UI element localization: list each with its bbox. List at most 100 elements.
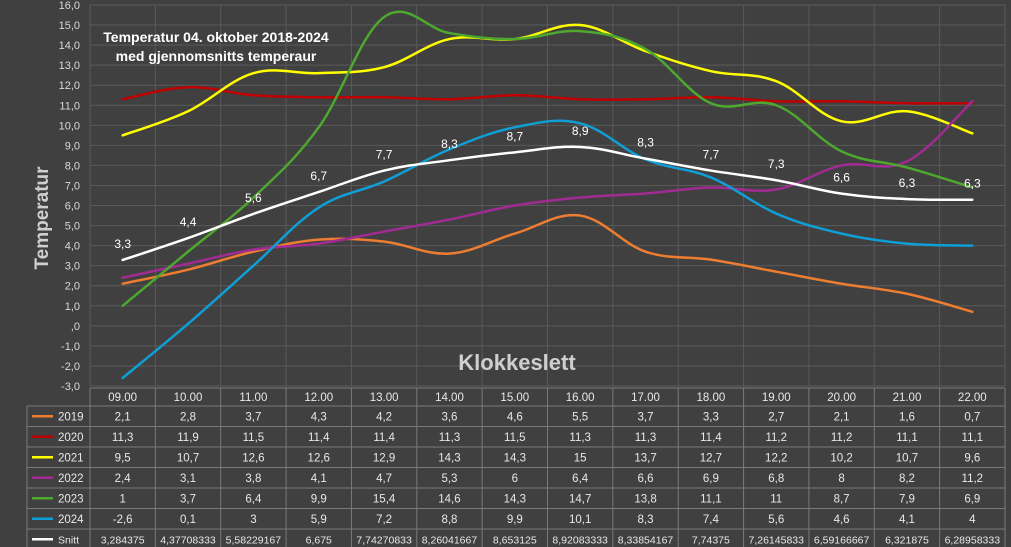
series-line-snitt bbox=[121, 145, 974, 262]
series-line-2024 bbox=[121, 119, 974, 380]
data-table: 09.00 10.00 11.00 12.00 13.00 14.00 15.00 16.00… bbox=[26, 387, 1006, 547]
table-cell: 11,3 bbox=[635, 432, 657, 444]
x-tick-label: 11.00 bbox=[239, 392, 267, 404]
table-cell: 12,2 bbox=[765, 452, 787, 464]
series-line-2023 bbox=[121, 10, 974, 308]
y-tick-label: 13,0 bbox=[59, 60, 80, 72]
table-cell: 7,74270833 bbox=[356, 534, 412, 546]
table-cell: 7,2 bbox=[376, 514, 392, 526]
legend-label: 2021 bbox=[58, 452, 84, 464]
x-tick-label: 09.00 bbox=[108, 392, 137, 404]
table-cell: 3,8 bbox=[245, 473, 261, 485]
y-tick-label: 15,0 bbox=[59, 20, 80, 32]
y-tick-label: -2,0 bbox=[61, 361, 80, 373]
table-cell: 14,6 bbox=[438, 493, 460, 505]
y-tick-label: ,0 bbox=[71, 321, 80, 333]
gridlines bbox=[89, 4, 1006, 387]
x-tick-label: 14.00 bbox=[435, 392, 464, 404]
x-tick-label: 13.00 bbox=[370, 392, 399, 404]
x-tick-label: 20.00 bbox=[827, 392, 856, 404]
table-cell: 9,9 bbox=[311, 493, 327, 505]
table-cell: 2,8 bbox=[180, 411, 196, 423]
table-cell: 11 bbox=[770, 493, 782, 505]
y-tick-label: 2,0 bbox=[65, 281, 80, 293]
table-cell: 3,284375 bbox=[101, 534, 145, 546]
avg-data-label: 7,3 bbox=[768, 157, 785, 171]
table-cell: 6,9 bbox=[703, 473, 719, 485]
y-tick-label: 14,0 bbox=[59, 40, 80, 52]
table-cell: 11,3 bbox=[439, 432, 461, 444]
y-tick-label: 6,0 bbox=[65, 201, 80, 213]
table-cell: 6,4 bbox=[245, 493, 262, 505]
x-tick-label: 19.00 bbox=[762, 392, 791, 404]
table-cell: 6,6 bbox=[638, 473, 654, 485]
table-cell: 3,1 bbox=[180, 473, 196, 485]
y-tick-label: 11,0 bbox=[59, 100, 80, 112]
table-cell: 15 bbox=[574, 452, 587, 464]
y-tick-label: 5,0 bbox=[65, 221, 80, 233]
avg-data-label: 6,6 bbox=[833, 171, 850, 185]
table-cell: 12,6 bbox=[242, 452, 264, 464]
table-cell: 11,9 bbox=[177, 432, 199, 444]
y-tick-label: -3,0 bbox=[61, 381, 80, 393]
table-cell: 8,33854167 bbox=[618, 534, 674, 546]
table-cell: 14,7 bbox=[569, 493, 591, 505]
table-cell: 9,6 bbox=[964, 452, 980, 464]
table-cell: 8,3 bbox=[638, 514, 654, 526]
table-cell: 8,2 bbox=[899, 473, 915, 485]
table-cell: 4,3 bbox=[311, 411, 327, 423]
table-cell: 4,6 bbox=[834, 514, 850, 526]
avg-data-label: 5,6 bbox=[245, 191, 262, 205]
table-cell: 10,2 bbox=[830, 452, 852, 464]
table-cell: 8,92083333 bbox=[552, 534, 608, 546]
table-cell: 11,4 bbox=[700, 432, 722, 444]
y-tick-label: 9,0 bbox=[65, 140, 80, 152]
table-cell: 6,4 bbox=[572, 473, 589, 485]
table-cell: 3,7 bbox=[180, 493, 196, 505]
avg-data-label: 6,3 bbox=[899, 176, 916, 190]
avg-data-label: 7,7 bbox=[376, 148, 393, 162]
series-line-2022 bbox=[121, 100, 974, 279]
table-cell: 11,1 bbox=[896, 432, 918, 444]
table-cell: 3,3 bbox=[703, 411, 719, 423]
table-cell: -2,6 bbox=[113, 514, 133, 526]
table-cell: 9,5 bbox=[115, 452, 131, 464]
table-cell: 4 bbox=[969, 514, 976, 526]
table-cell: 11,5 bbox=[504, 432, 526, 444]
table-cell: 11,1 bbox=[962, 432, 984, 444]
table-cell: 11,3 bbox=[112, 432, 134, 444]
table-cell: 3,7 bbox=[638, 411, 654, 423]
x-tick-label: 16.00 bbox=[566, 392, 595, 404]
x-tick-label: 17.00 bbox=[631, 392, 660, 404]
y-tick-label: -1,0 bbox=[61, 341, 80, 353]
table-cell: 11,1 bbox=[700, 493, 722, 505]
legend-label: Snitt bbox=[58, 534, 79, 546]
table-cell: 4,1 bbox=[311, 473, 327, 485]
table-cell: 12,6 bbox=[308, 452, 330, 464]
table-cell: 6,8 bbox=[768, 473, 784, 485]
y-tick-label: 12,0 bbox=[59, 80, 80, 92]
table-cell: 14,3 bbox=[504, 452, 526, 464]
table-cell: 3 bbox=[250, 514, 256, 526]
table-cell: 11,5 bbox=[243, 432, 265, 444]
x-axis-label: Klokkeslett bbox=[458, 350, 576, 375]
table-cell: 10,7 bbox=[177, 452, 199, 464]
table-cell: 8,8 bbox=[441, 514, 457, 526]
table-cell: 8,26041667 bbox=[422, 534, 478, 546]
series-line-2020 bbox=[121, 85, 974, 105]
table-cell: 4,7 bbox=[376, 473, 392, 485]
table-cell: 6,59166667 bbox=[814, 534, 870, 546]
table-cell: 14,3 bbox=[438, 452, 460, 464]
avg-data-label: 3,3 bbox=[114, 237, 131, 251]
table-cell: 11,2 bbox=[962, 473, 984, 485]
y-tick-label: 16,0 bbox=[59, 0, 80, 12]
table-cell: 2,1 bbox=[834, 411, 850, 423]
table-cell: 7,4 bbox=[703, 514, 720, 526]
table-cell: 5,9 bbox=[311, 514, 327, 526]
table-cell: 5,58229167 bbox=[226, 534, 282, 546]
table-cell: 2,4 bbox=[115, 473, 132, 485]
series-line-2019 bbox=[121, 213, 974, 314]
x-tick-label: 12.00 bbox=[304, 392, 333, 404]
table-cell: 4,2 bbox=[376, 411, 392, 423]
